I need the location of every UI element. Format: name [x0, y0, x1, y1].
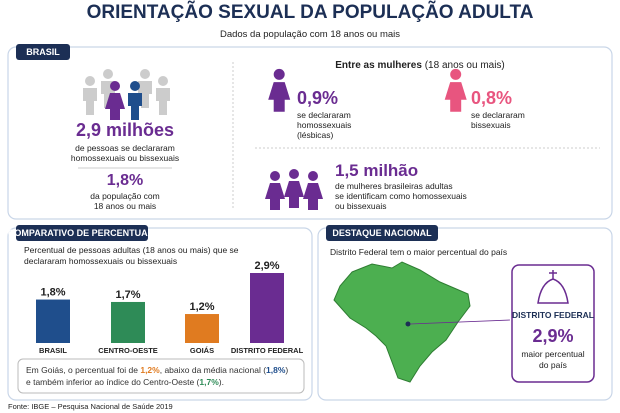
text-line: se declararam — [471, 110, 525, 120]
category-label: GOIÁS — [190, 346, 214, 355]
chart-title: declararam homossexuais ou bissexuais — [24, 256, 177, 266]
text-line: de pessoas se declararam — [75, 143, 175, 153]
text-line: se identificam como homossexuais — [335, 191, 467, 201]
category-label: BRASIL — [39, 346, 67, 355]
bar — [111, 301, 145, 343]
note: e também inferior ao índice do Centro-Oe… — [26, 377, 224, 387]
tag: DESTAQUE NACIONAL — [332, 228, 432, 238]
heading: Entre as mulheres — [335, 60, 422, 71]
note-part: ) — [285, 365, 288, 375]
bar — [250, 273, 284, 343]
chart-title: Percentual de pessoas adultas (18 anos o… — [24, 245, 239, 255]
note-part: 1,7% — [199, 377, 219, 387]
cathedral-icon — [537, 270, 569, 304]
tag: BRASIL — [26, 47, 60, 57]
card-name: DISTRITO FEDERAL — [512, 310, 594, 320]
text-line: (lésbicas) — [297, 130, 334, 140]
tag-bg — [326, 225, 438, 241]
card — [511, 264, 595, 383]
text-line: da população com — [90, 191, 159, 201]
text-line: 18 anos ou mais — [94, 201, 156, 211]
text-line: do país — [539, 360, 567, 370]
map-pin — [405, 321, 411, 327]
value: 0,9% — [297, 88, 338, 108]
bar — [36, 299, 70, 343]
value-label: 1,7% — [115, 289, 140, 301]
title: ORIENTAÇÃO SEXUAL DA POPULAÇÃO ADULTA — [87, 1, 534, 23]
text-line: maior percentual — [521, 349, 584, 359]
category-label: CENTRO-OESTE — [98, 346, 158, 355]
tag-bg — [16, 44, 70, 60]
map — [333, 261, 471, 383]
text-line: bissexuais — [471, 120, 511, 130]
pointer — [409, 319, 511, 325]
note-part: 1,8% — [266, 365, 286, 375]
text-line: homossexuais ou bissexuais — [71, 153, 179, 163]
value-label: 2,9% — [254, 260, 279, 272]
tag: COMPARATIVO DE PERCENTUAIS — [8, 228, 156, 238]
text-line: de mulheres brasileiras adultas — [335, 181, 453, 191]
note-part: ). — [219, 377, 224, 387]
bar-chart: 1,8% BRASIL 1,7% CENTRO-OESTE 1,2% GOIÁS 2,9% D… — [36, 260, 304, 355]
total: 2,9 milhões — [76, 120, 174, 140]
value-label: 1,8% — [40, 287, 65, 299]
bar — [185, 314, 219, 343]
note-box — [17, 358, 305, 394]
text-line: se declararam — [297, 110, 351, 120]
value-label: 1,2% — [189, 301, 214, 313]
card-value: 2,9% — [532, 326, 573, 346]
note-part: , abaixo da média nacional ( — [160, 365, 266, 375]
subtitle: Dados da população com 18 anos ou mais — [220, 29, 400, 40]
women-icons — [265, 169, 323, 210]
value: 1,5 milhão — [335, 161, 418, 180]
tag-bg — [16, 225, 148, 241]
share: 1,8% — [107, 172, 143, 189]
category-label: DISTRITO FEDERAL — [231, 346, 304, 355]
note-part: e também inferior ao índice do Centro-Oe… — [26, 377, 200, 387]
text-line: ou bissexuais — [335, 201, 387, 211]
text-line: homossexuais — [297, 120, 351, 130]
women-heading: Entre as mulheres (18 anos ou mais) — [335, 60, 505, 71]
note-part: 1,2% — [140, 365, 160, 375]
heading-note: (18 anos ou mais) — [425, 60, 505, 71]
note: Em Goiás, o percentual foi de 1,2%, abai… — [26, 365, 288, 375]
source: Fonte: IBGE – Pesquisa Nacional de Saúde… — [8, 402, 173, 411]
value: 0,8% — [471, 88, 512, 108]
comparison-box — [7, 227, 313, 401]
note-part: Em Goiás, o percentual foi de — [26, 365, 140, 375]
highlight-text: Distrito Federal tem o maior percentual … — [330, 247, 507, 257]
